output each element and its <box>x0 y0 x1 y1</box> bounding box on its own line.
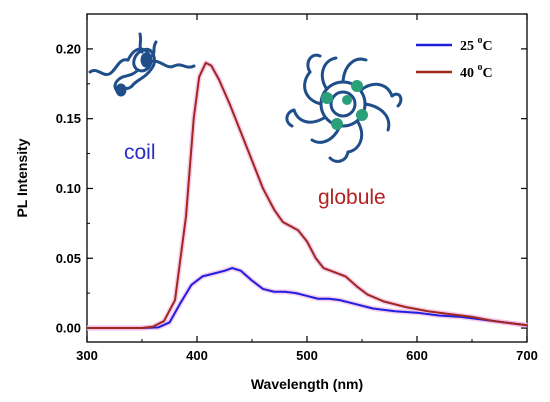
y-tick-label: 0.05 <box>56 251 81 266</box>
y-tick-label: 0.00 <box>56 321 81 336</box>
x-tick-label: 600 <box>406 348 428 363</box>
coil-illustration <box>88 32 196 97</box>
legend: 25 oC 40 oC <box>416 35 493 81</box>
curve-glow-layer <box>87 60 528 331</box>
x-tick-label: 300 <box>76 348 98 363</box>
x-tick-label: 700 <box>516 348 538 363</box>
legend-label-40c: 40 oC <box>460 62 493 81</box>
annotation-globule: globule <box>318 186 386 209</box>
series-layer <box>87 61 528 330</box>
x-axis-title: Wavelength (nm) <box>251 376 363 392</box>
x-tick-label: 400 <box>186 348 208 363</box>
series-line-0 <box>87 267 528 330</box>
x-tick-label: 500 <box>296 348 318 363</box>
series-glow <box>87 60 528 331</box>
annotation-coil: coil <box>124 141 156 164</box>
y-tick-label: 0.20 <box>56 41 81 56</box>
y-tick-label: 0.15 <box>56 111 81 126</box>
series-line-1 <box>87 61 528 330</box>
legend-label-25c: 25 oC <box>460 35 493 54</box>
series-glow <box>87 265 528 331</box>
y-axis: 0.00 0.05 0.10 0.15 0.20 <box>56 13 527 336</box>
x-axis: 300 400 500 600 700 <box>76 14 538 363</box>
y-axis-title: PL Intensity <box>14 138 30 217</box>
y-tick-label: 0.10 <box>56 181 81 196</box>
globule-illustration <box>285 53 403 163</box>
